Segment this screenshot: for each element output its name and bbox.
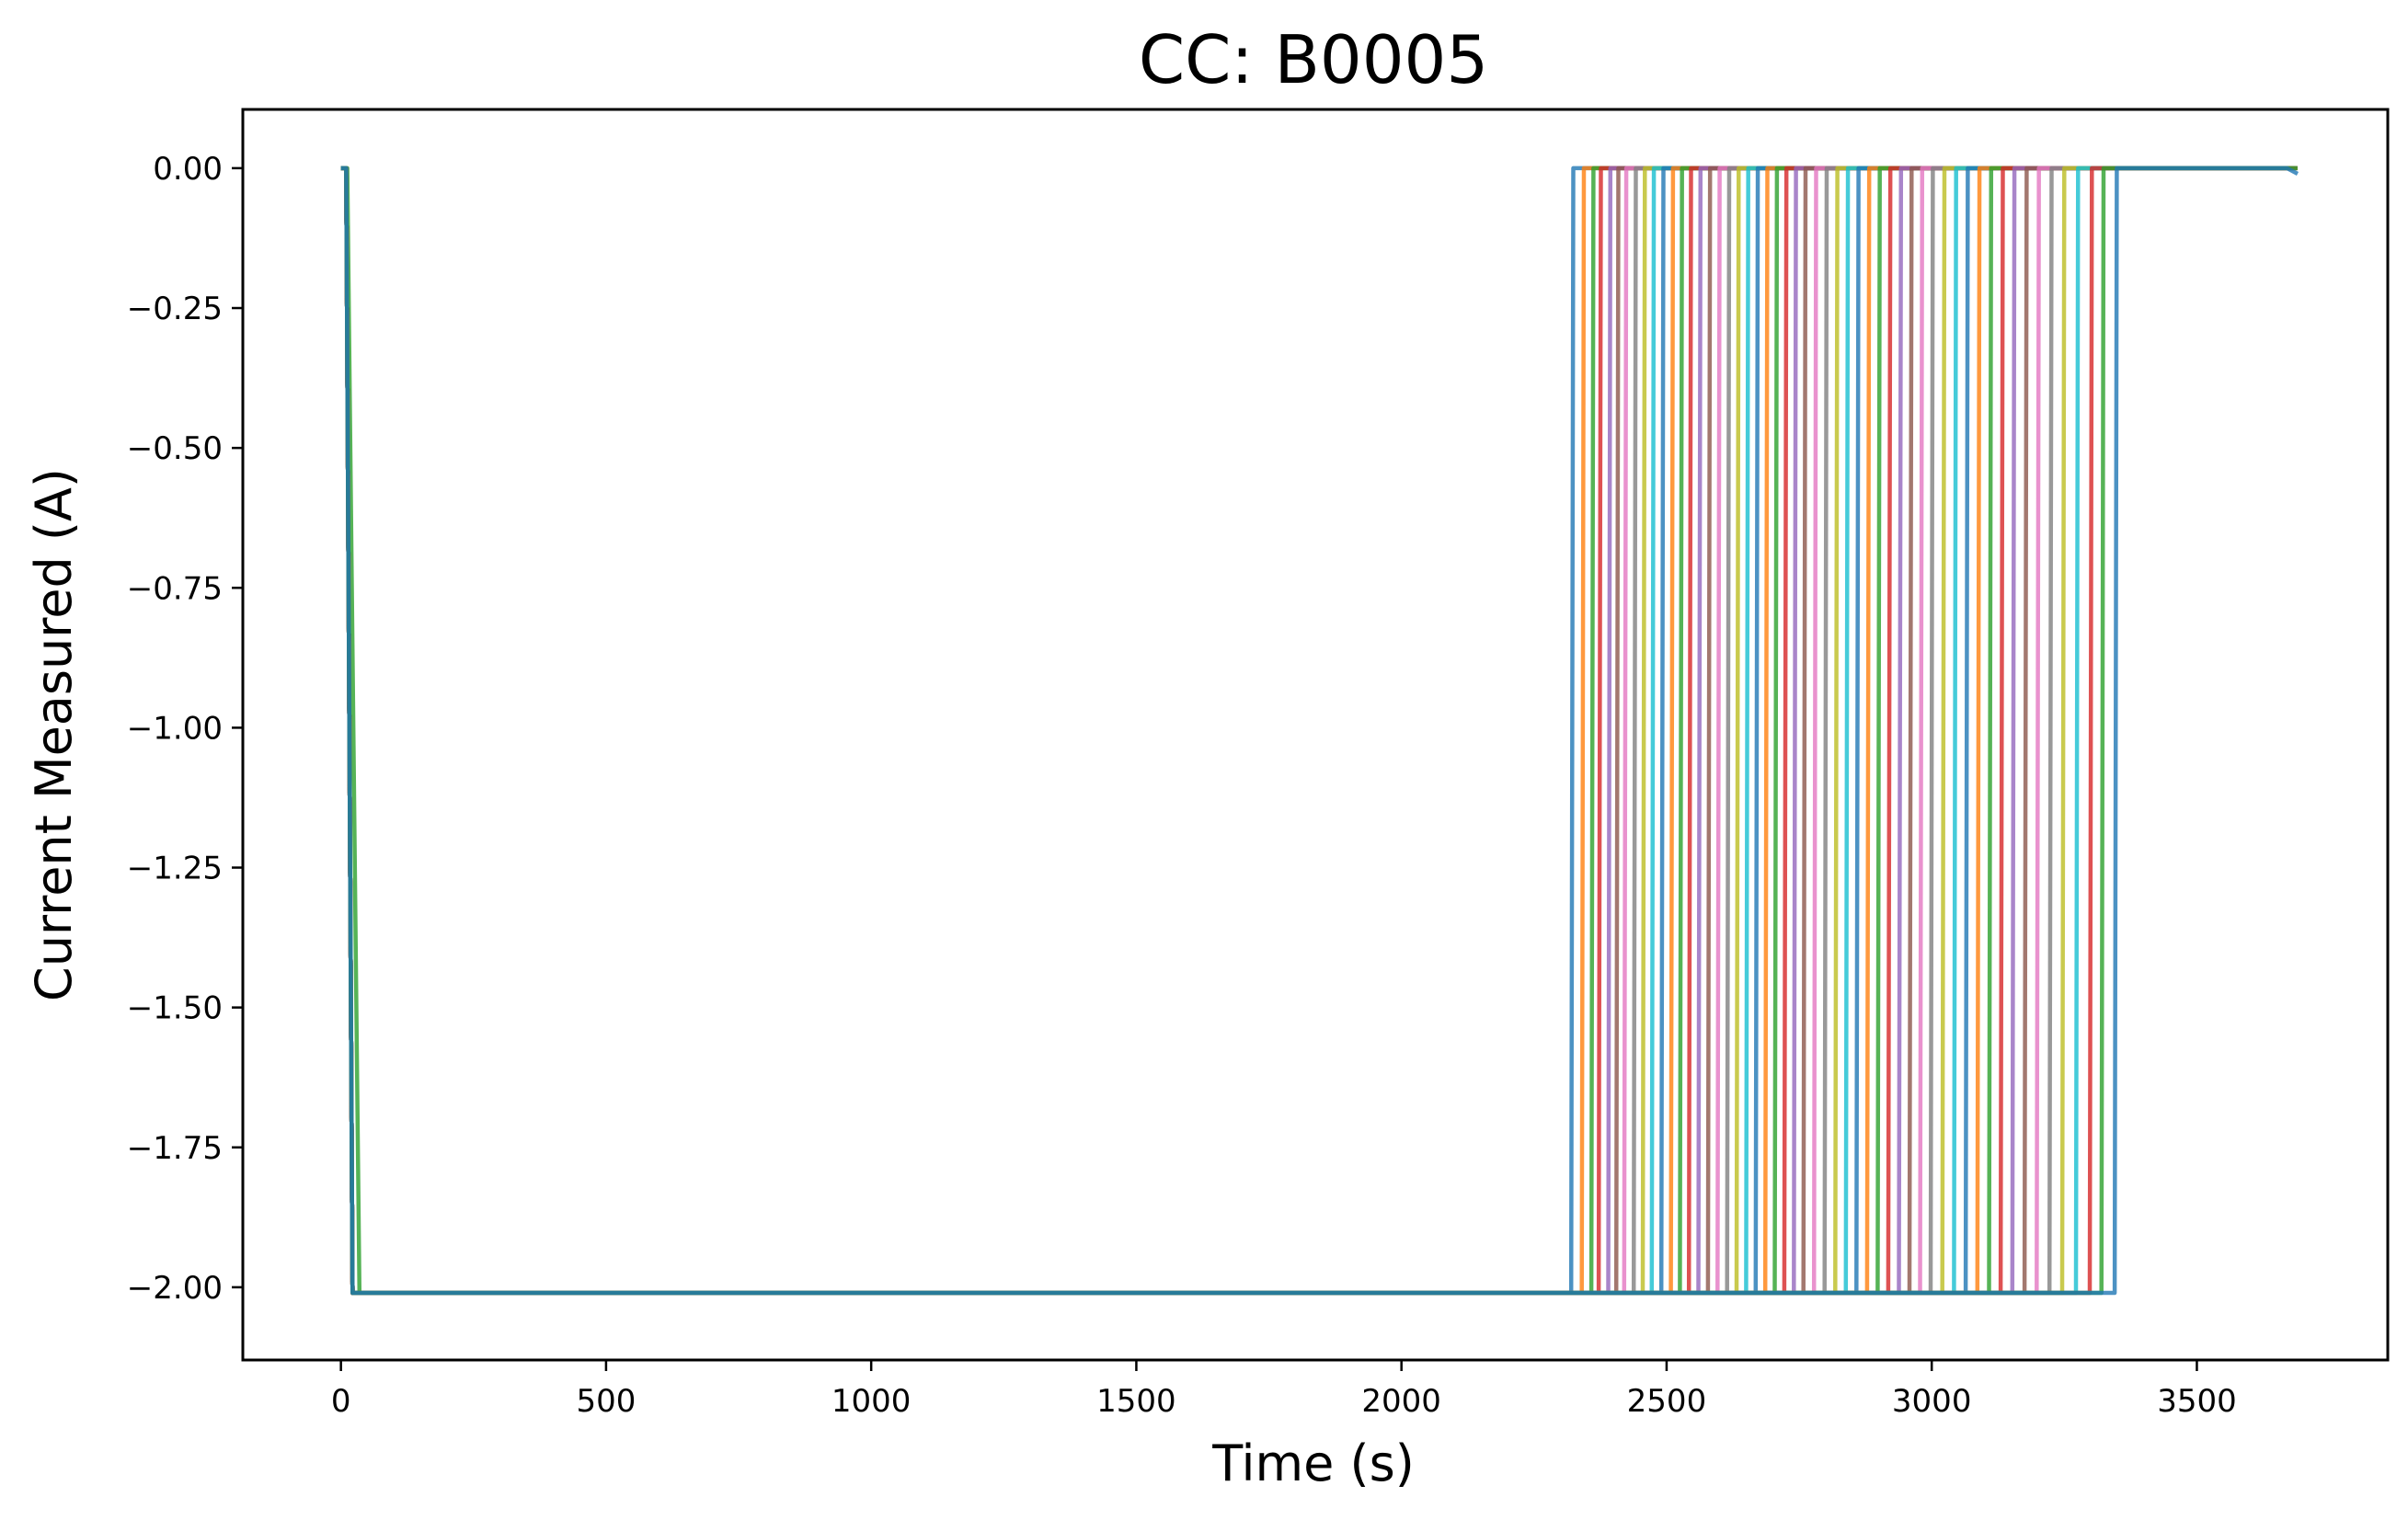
series-line-38 [340, 166, 2288, 1296]
y-tick-label: −0.25 [127, 291, 223, 327]
x-tick-label: 2500 [1627, 1383, 1707, 1420]
series-line-53 [340, 166, 2299, 1296]
x-tick-label: 500 [576, 1383, 636, 1420]
x-axis: 0 500 1000 1500 2000 2500 3000 3500 [331, 1360, 2237, 1420]
y-tick-label: −1.25 [127, 851, 223, 887]
x-tick-label: 1000 [831, 1383, 912, 1420]
series-line-17 [340, 166, 2245, 1296]
series-line-18 [340, 166, 2245, 1296]
series-line-29 [340, 166, 2276, 1296]
series-layer [340, 166, 2299, 1296]
y-tick-label: 0.00 [153, 151, 223, 188]
x-tick-label: 3500 [2157, 1383, 2237, 1420]
y-axis: 0.00 −0.25 −0.50 −0.75 −1.00 −1.25 −1.50 −1.75 −… [127, 151, 243, 1307]
y-tick-label: −0.50 [127, 430, 223, 467]
x-tick-label: 2000 [1361, 1383, 1441, 1420]
y-tick-label: −1.75 [127, 1130, 223, 1167]
plot-frame [241, 108, 2390, 1362]
series-line-7 [340, 166, 2219, 1296]
series-line-23 [340, 166, 2261, 1296]
x-tick-label: 3000 [1892, 1383, 1972, 1420]
series-line-39 [340, 166, 2290, 1296]
series-line-30 [340, 166, 2276, 1296]
series-line-20 [340, 166, 2251, 1296]
series-line-8 [340, 166, 2219, 1296]
series-line-28 [340, 166, 2272, 1296]
series-line-14 [340, 166, 2234, 1296]
x-axis-label: Time (s) [1211, 1434, 1415, 1492]
series-line-27 [340, 166, 2272, 1296]
y-axis-label: Current Measured (A) [25, 468, 83, 1001]
series-line-13 [340, 166, 2234, 1296]
y-tick-label: −1.00 [127, 710, 223, 747]
series-line-40 [340, 166, 2290, 1296]
series-line-3 [340, 166, 2207, 1296]
series-line-37 [340, 166, 2288, 1296]
chart-title: CC: B0005 [1139, 21, 1488, 98]
x-tick-label: 1500 [1096, 1383, 1176, 1420]
series-line-19 [340, 166, 2251, 1296]
series-line-4 [340, 166, 2207, 1296]
x-tick-label: 0 [331, 1383, 351, 1420]
y-tick-label: −0.75 [127, 570, 223, 607]
series-line-24 [340, 166, 2261, 1296]
plot-area [340, 166, 2299, 1296]
y-tick-label: −1.50 [127, 990, 223, 1027]
y-tick-label: −2.00 [127, 1270, 223, 1307]
series-line-44 [340, 166, 2294, 1296]
